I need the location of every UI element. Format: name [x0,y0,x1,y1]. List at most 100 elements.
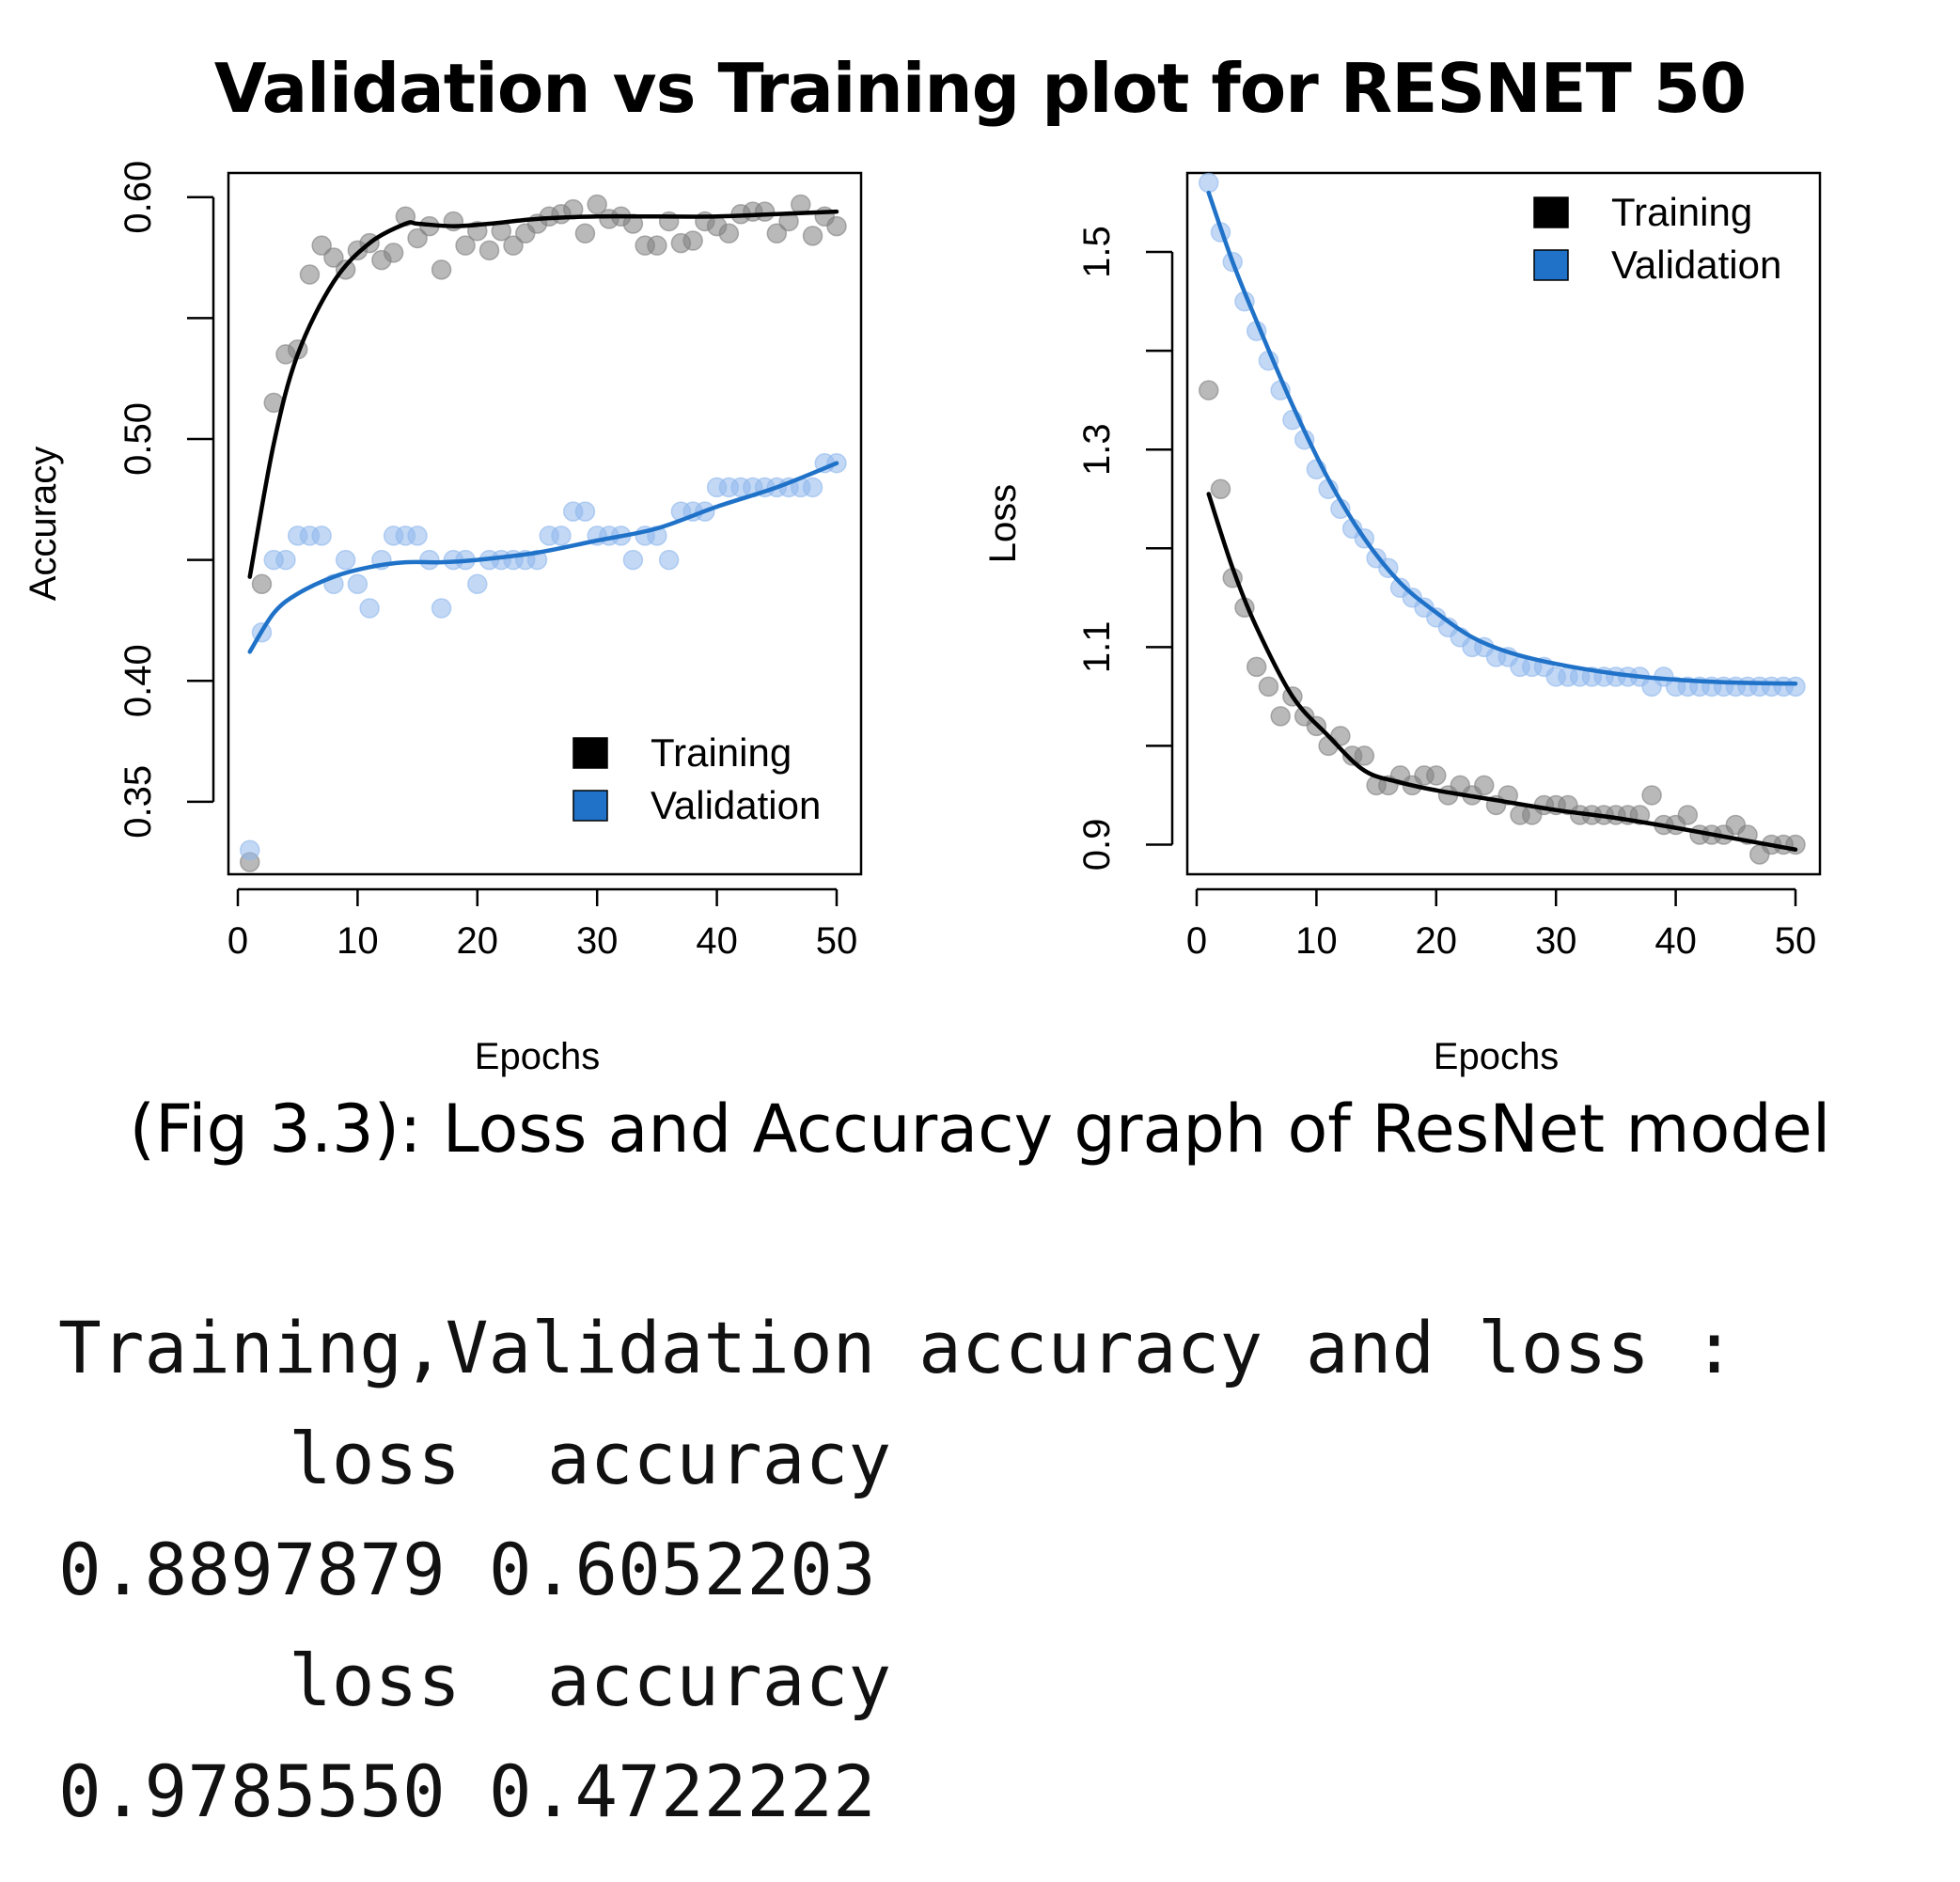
training-point [718,223,740,244]
x-axis-label: Epochs [1434,1036,1559,1077]
training-point [1474,775,1495,796]
legend: Training Validation [1533,190,1781,287]
validation-point [419,549,440,571]
console-row-labels-1: loss accuracy [58,1404,1735,1514]
y-tick-label: 1.5 [1076,226,1118,278]
validation-point [1198,172,1219,194]
x-tick-label: 0 [1186,920,1207,962]
validation-point [431,598,452,619]
x-tick-label: 40 [1654,920,1697,962]
console-row-values-2: 0.9785550 0.4722222 [58,1736,1735,1847]
page-title: Validation vs Training plot for RESNET 5… [213,49,1747,128]
x-tick-label: 0 [227,920,248,962]
plot-frame [227,171,863,876]
validation-point [335,549,356,571]
training-point [431,259,452,280]
training-point [826,215,847,237]
validation-loss-value: 0.9785550 [58,1749,446,1833]
training-point [574,223,596,244]
training-point [299,264,321,285]
training-point [682,230,703,251]
training-point [1246,656,1267,678]
x-tick-label: 10 [337,920,379,962]
plot-frame [1185,171,1822,876]
training-point [311,235,332,256]
x-tick-label: 40 [696,920,738,962]
y-axis-label: Loss [982,484,1024,564]
console-row-labels-2: loss accuracy [58,1625,1735,1736]
loss-label: loss [289,1639,462,1722]
legend-swatch [1533,196,1569,228]
validation-point [802,477,823,498]
training-point [407,227,428,249]
legend-swatch [572,737,608,769]
validation-point [347,573,368,595]
y-tick-label: 0.50 [118,402,159,476]
training-point [503,235,524,256]
console-header: Training,Validation accuracy and loss : [58,1306,1736,1389]
x-tick-label: 20 [457,920,499,962]
training-point [1210,478,1231,499]
training-point [251,573,273,595]
training-point [754,201,776,222]
training-accuracy-value: 0.6052203 [488,1528,876,1611]
y-tick-label: 0.40 [118,644,159,717]
training-point [647,235,667,256]
training-point [1426,765,1447,786]
console-output: Training,Validation accuracy and loss : … [58,1293,1735,1847]
accuracy-label: accuracy [547,1639,892,1722]
training-trend-line [247,209,839,579]
validation-point [311,525,332,546]
y-tick-label: 0.9 [1076,819,1118,871]
training-point [766,223,788,244]
validation-point [467,573,488,595]
accuracy-chart: 0 10 20 30 40 50 0.35 0.40 0.50 0.60 Epochs Accurac… [23,161,863,1077]
training-point [1258,676,1279,698]
legend-label: Validation [1611,243,1781,287]
console-row-values-1: 0.8897879 0.6052203 [58,1514,1735,1625]
x-tick-label: 50 [816,920,858,962]
training-trend-line [1206,492,1798,852]
training-point [1198,380,1219,400]
y-tick-label: 0.60 [118,161,159,234]
figure-caption: (Fig 3.3): Loss and Accuracy graph of Re… [129,1090,1831,1168]
validation-trend-line [1206,190,1798,686]
validation-point [407,525,428,546]
validation-point [551,525,572,546]
plots-area: 0 10 20 30 40 50 0.35 0.40 0.50 0.60 Epochs Accurac… [23,161,1822,1077]
y-tick-label: 1.3 [1076,423,1118,476]
training-point [1677,805,1699,825]
validation-point [359,598,380,619]
loss-chart: 0 10 20 30 40 50 0.9 1.1 1.3 1.5 Epochs Loss Trainin… [982,171,1822,1077]
y-tick-label: 0.35 [118,765,159,839]
x-tick-label: 50 [1775,920,1817,962]
legend: Training Validation [572,730,821,827]
x-tick-label: 10 [1295,920,1338,962]
training-point [455,235,476,256]
validation-point [658,549,680,571]
accuracy-label: accuracy [547,1417,892,1500]
validation-trend-line [247,461,839,654]
x-tick-label: 30 [1535,920,1577,962]
x-tick-label: 20 [1416,920,1458,962]
validation-point [1785,676,1806,698]
legend-label: Validation [651,783,821,827]
legend-label: Training [1611,190,1752,234]
validation-point [574,501,596,522]
legend-label: Training [651,730,792,775]
training-loss-value: 0.8897879 [58,1528,446,1611]
x-axis-label: Epochs [475,1036,600,1077]
legend-swatch [1533,249,1569,281]
training-point [802,226,823,246]
validation-point [239,839,260,861]
validation-point [622,549,644,571]
training-point [1641,785,1662,806]
training-point [478,240,500,261]
y-tick-label: 1.1 [1076,621,1118,674]
training-point [323,247,344,268]
training-point [1270,706,1291,727]
y-axis-label: Accuracy [23,447,64,602]
training-point [383,243,404,263]
validation-accuracy-value: 0.4722222 [488,1749,876,1833]
loss-label: loss [289,1417,462,1500]
